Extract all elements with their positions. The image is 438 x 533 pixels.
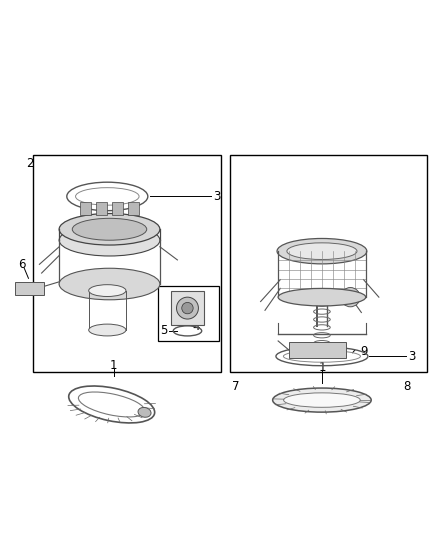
- Ellipse shape: [72, 219, 147, 240]
- Text: 2: 2: [26, 157, 34, 170]
- Circle shape: [341, 287, 360, 307]
- Ellipse shape: [59, 268, 160, 300]
- Bar: [158, 286, 219, 341]
- Text: 4: 4: [192, 320, 200, 334]
- Ellipse shape: [284, 393, 360, 407]
- Ellipse shape: [138, 407, 151, 417]
- Bar: [289, 342, 346, 359]
- Bar: [80, 202, 91, 215]
- Bar: [171, 292, 204, 325]
- Ellipse shape: [59, 224, 160, 256]
- Ellipse shape: [277, 238, 367, 264]
- Ellipse shape: [278, 288, 366, 306]
- Text: 5: 5: [160, 325, 167, 337]
- Text: 3: 3: [408, 350, 415, 363]
- Ellipse shape: [88, 324, 126, 336]
- Ellipse shape: [59, 214, 160, 245]
- Bar: [112, 202, 123, 215]
- Bar: [15, 282, 44, 295]
- Text: 1: 1: [318, 361, 326, 374]
- Circle shape: [177, 297, 198, 319]
- Bar: [128, 202, 139, 215]
- Ellipse shape: [272, 388, 371, 412]
- Bar: [96, 202, 107, 215]
- Text: 1: 1: [110, 359, 118, 372]
- Text: 6: 6: [18, 258, 26, 271]
- Text: 3: 3: [213, 190, 220, 203]
- Bar: [33, 155, 221, 372]
- Circle shape: [182, 302, 193, 314]
- Ellipse shape: [88, 285, 126, 296]
- Text: 8: 8: [404, 381, 411, 393]
- Bar: [230, 155, 427, 372]
- Ellipse shape: [287, 243, 357, 260]
- Text: 9: 9: [360, 345, 367, 358]
- Text: 7: 7: [232, 381, 240, 393]
